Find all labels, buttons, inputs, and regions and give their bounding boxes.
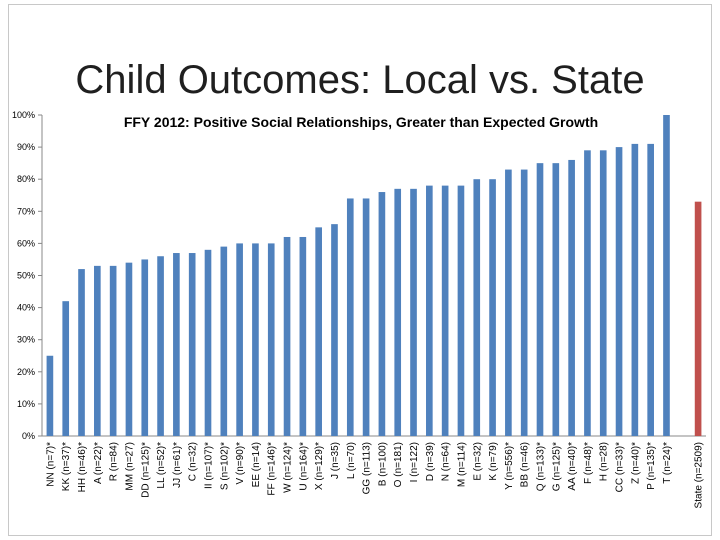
bar [46,355,54,436]
x-tick-label: I (n=122) [409,442,420,482]
y-tick-label: 30% [17,335,35,345]
y-tick-label: 70% [17,206,35,216]
x-tick-label: HH (n=46)* [77,442,88,492]
bar [299,236,307,436]
x-tick-label: W (n=124)* [283,442,294,493]
y-tick-label: 50% [17,271,35,281]
x-tick-label: Q (n=133)* [536,442,547,491]
x-tick-label: M (n=114) [456,442,467,487]
bar [78,269,85,436]
x-tick-label: K (n=79) [488,442,499,481]
bar [94,265,101,436]
x-tick-label: B (n=100) [377,442,388,486]
y-tick-label: 90% [17,142,35,152]
y-tick-label: 40% [17,303,35,313]
bar [173,253,180,436]
x-tick-label: L (n=70) [346,442,357,479]
x-tick-label: CC (n=33)* [615,442,626,492]
y-tick-label: 80% [17,174,35,184]
bar [346,198,354,436]
x-tick-label: LL (n=52)* [156,442,167,489]
x-tick-label: Y (n=556)* [504,442,515,490]
x-tick-label: EE (n=14) [251,442,262,487]
bar [599,150,607,436]
x-tick-label: KK (n=37)* [61,442,72,491]
bar [426,185,433,436]
bar [204,249,212,436]
bar [663,115,670,436]
x-tick-label: E (n=32) [472,442,483,481]
bar [188,253,196,436]
x-tick-label: Z (n=40)* [630,442,641,484]
x-tick-label: N (n=64) [441,442,452,481]
bar [62,301,70,436]
bar [394,188,402,436]
x-tick-label: AA (n=40)* [567,442,578,491]
x-tick-label: MM (n=27) [124,442,135,491]
bar [584,150,591,436]
bar [631,143,639,436]
x-tick-label: DD (n=125)* [140,442,151,498]
bar [457,185,465,436]
slide-frame [8,4,712,536]
x-tick-label: X (n=129)* [314,442,325,490]
bar [647,143,654,436]
chart-title: FFY 2012: Positive Social Relationships,… [123,114,599,130]
bar [220,246,228,436]
bar [109,265,117,436]
x-tick-label: F (n=48)* [583,442,594,484]
bar [520,169,528,436]
state-bar [694,201,702,436]
bar [141,259,149,436]
x-tick-label: II (n=107)* [204,442,215,489]
bar [125,262,133,436]
bar [252,243,259,436]
bar [267,243,275,436]
bar [568,159,575,436]
x-tick-label: JJ (n=61)* [172,442,183,488]
bar [378,192,386,436]
y-tick-label: 60% [17,238,35,248]
x-tick-label: D (n=39) [425,442,436,481]
bar [615,147,623,436]
bar [505,169,512,436]
y-tick-label: 0% [22,431,35,441]
x-tick-label: T (n=24)* [662,442,673,484]
x-tick-label: O (n=181) [393,442,404,487]
x-tick-label: A (n=22)* [93,442,104,484]
bar [157,256,164,436]
bar [489,179,496,436]
x-tick-label: U (n=164)* [298,442,309,491]
x-tick-label: BB (n=46) [520,442,531,487]
x-tick-label: State (n=2509) [694,442,705,508]
y-tick-label: 10% [17,399,35,409]
x-tick-label: P (n=135)* [646,442,657,490]
bar [441,185,449,436]
bar [283,236,291,436]
x-tick-label: J (n=35) [330,442,341,479]
x-tick-label: GG (n=113) [362,442,373,494]
x-tick-label: C (n=32) [188,442,199,481]
bar [536,163,544,436]
slide-title: Child Outcomes: Local vs. State [75,58,645,102]
x-tick-label: V (n=90)* [235,442,246,485]
bar [315,227,322,436]
x-tick-label: NN (n=7)* [45,442,56,487]
bar [331,224,338,436]
bar [473,179,481,436]
y-tick-label: 20% [17,367,35,377]
y-tick-label: 100% [12,110,35,120]
x-tick-label: R (n=84) [109,442,120,481]
x-tick-label: H (n=28) [599,442,610,481]
bar [236,243,243,436]
x-tick-label: G (n=125)* [551,442,562,491]
x-tick-label: S (n=102)* [219,442,230,490]
bar [552,163,560,436]
bar [410,188,417,436]
bar [362,198,370,436]
x-tick-label: FF (n=146)* [267,442,278,496]
